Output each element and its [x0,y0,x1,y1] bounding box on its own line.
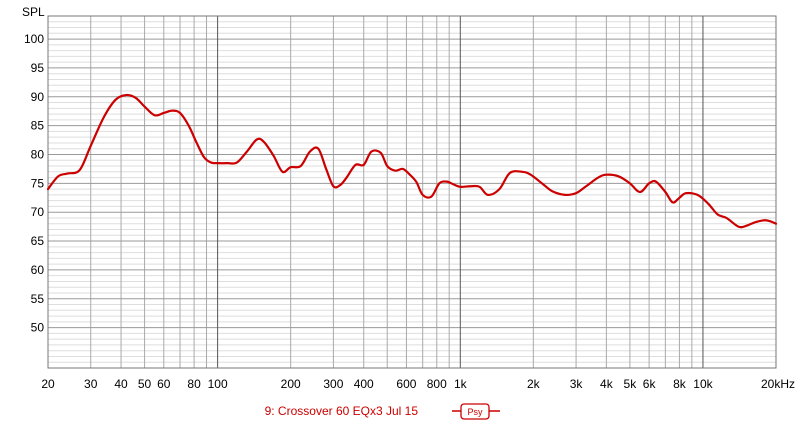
y-tick-label: 70 [31,205,45,219]
x-tick-label: 3k [570,377,584,391]
y-axis-label: SPL [22,5,45,19]
x-tick-label: 60 [157,377,171,391]
x-tick-labels: 20 30 40 50 60 80 100 200 300 400 600 800 1k 2k 3k 4k 5k… [41,377,795,391]
y-tick-label: 55 [31,292,45,306]
y-tick-label: 50 [31,321,45,335]
y-tick-labels: 50 55 60 65 70 75 80 85 90 95 100 [24,32,44,335]
x-tick-label: 300 [323,377,343,391]
x-tick-label: 200 [281,377,301,391]
y-tick-label: 65 [31,234,45,248]
y-tick-label: 85 [31,119,45,133]
x-tick-label: 2k [527,377,541,391]
grid-minor [47,15,777,369]
x-tick-label: 800 [427,377,447,391]
legend-badge-box [460,403,490,420]
x-tick-label: 30 [84,377,98,391]
x-tick-label: 8k [673,377,687,391]
y-tick-label: 100 [24,32,44,46]
series-line-crossover [46,93,778,229]
x-tick-label: 600 [396,377,416,391]
x-tick-label: 20 [41,377,55,391]
x-tick-label: 40 [114,377,128,391]
y-tick-label: 90 [31,90,45,104]
x-tick-label: 5k [624,377,638,391]
x-tick-label: 4k [600,377,614,391]
y-tick-label: 80 [31,147,45,161]
legend-badge-label: Psy [467,407,483,417]
x-tick-label: 80 [187,377,201,391]
legend[interactable]: 9: Crossover 60 EQx3 Jul 15 Psy [265,403,500,420]
y-tick-label: 60 [31,263,45,277]
x-tick-label: 10k [693,377,713,391]
x-tick-label: 400 [354,377,374,391]
y-tick-label: 75 [31,176,45,190]
grid-major [48,16,776,368]
x-tick-label: 1k [454,377,468,391]
legend-series-name: 9: Crossover 60 EQx3 Jul 15 [265,404,419,418]
x-tick-label: 50 [138,377,152,391]
x-tick-label: 6k [643,377,657,391]
x-tick-label: 100 [208,377,228,391]
plot-frame [47,15,777,369]
y-tick-label: 95 [31,61,45,75]
x-tick-label: 20kHz [761,377,795,391]
